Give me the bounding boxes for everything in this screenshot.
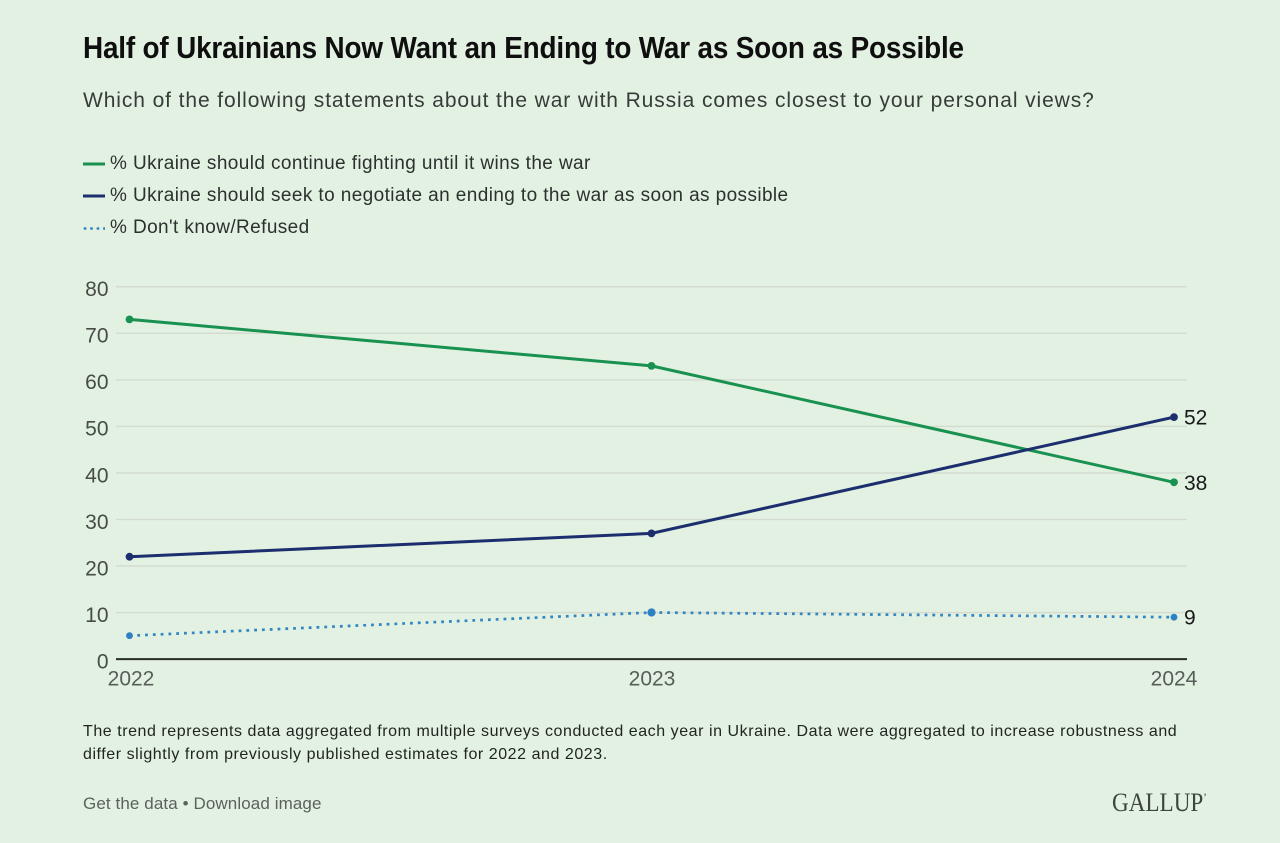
svg-text:50: 50 <box>85 418 108 441</box>
svg-text:30: 30 <box>85 511 108 534</box>
svg-text:60: 60 <box>85 371 108 394</box>
svg-text:52: 52 <box>1184 407 1207 430</box>
svg-text:38: 38 <box>1184 472 1207 495</box>
svg-text:2022: 2022 <box>108 668 155 691</box>
svg-text:2024: 2024 <box>1151 668 1198 691</box>
svg-text:2023: 2023 <box>629 668 676 691</box>
svg-text:20: 20 <box>85 557 108 580</box>
svg-text:9: 9 <box>1184 607 1196 630</box>
svg-text:10: 10 <box>85 604 108 627</box>
svg-text:40: 40 <box>85 464 108 487</box>
svg-text:80: 80 <box>85 278 108 301</box>
svg-text:70: 70 <box>85 325 108 348</box>
svg-text:0: 0 <box>97 650 109 673</box>
